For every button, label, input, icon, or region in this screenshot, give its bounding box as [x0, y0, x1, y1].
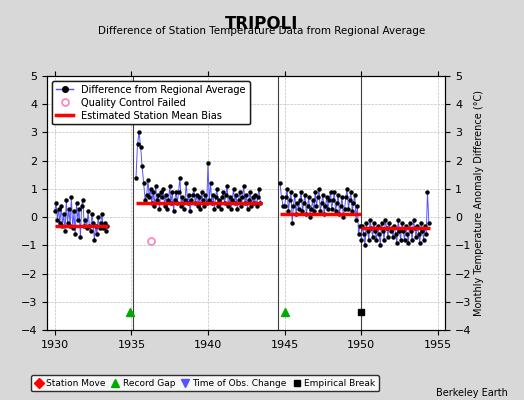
Text: TRIPOLI: TRIPOLI: [225, 15, 299, 33]
Legend: Difference from Regional Average, Quality Control Failed, Estimated Station Mean: Difference from Regional Average, Qualit…: [52, 81, 249, 124]
Text: Berkeley Earth: Berkeley Earth: [436, 388, 508, 398]
Y-axis label: Monthly Temperature Anomaly Difference (°C): Monthly Temperature Anomaly Difference (…: [474, 90, 484, 316]
Text: Difference of Station Temperature Data from Regional Average: Difference of Station Temperature Data f…: [99, 26, 425, 36]
Legend: Station Move, Record Gap, Time of Obs. Change, Empirical Break: Station Move, Record Gap, Time of Obs. C…: [31, 375, 379, 392]
